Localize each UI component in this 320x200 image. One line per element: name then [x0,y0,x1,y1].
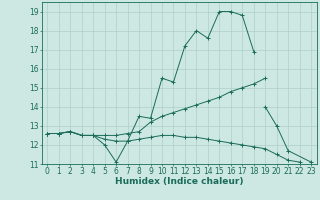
X-axis label: Humidex (Indice chaleur): Humidex (Indice chaleur) [115,177,244,186]
